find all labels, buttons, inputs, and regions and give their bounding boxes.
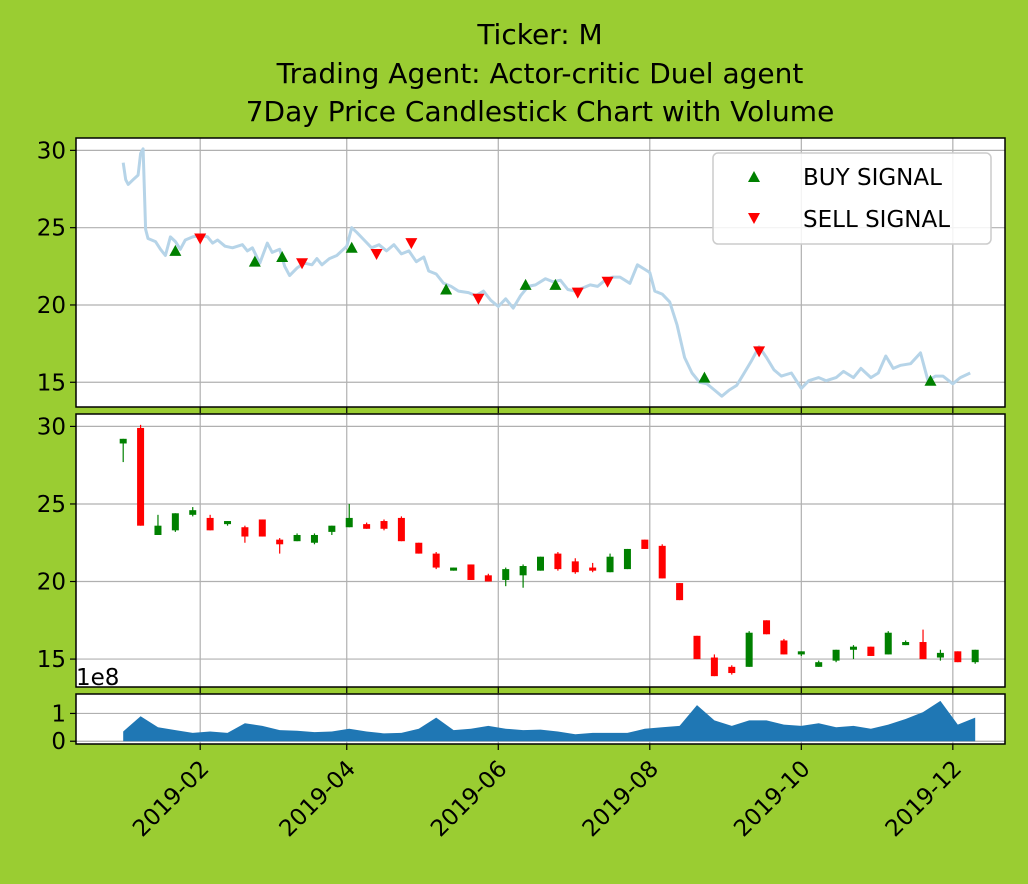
candle-body (641, 539, 649, 549)
candle-body (623, 548, 631, 570)
sell-signal-marker (571, 287, 584, 299)
candle-body (502, 569, 510, 580)
sell-signal-marker (296, 258, 309, 270)
candle-body (797, 651, 805, 655)
candle-body (206, 517, 214, 531)
axes-background (76, 414, 1005, 687)
legend-sell-label: SELL SIGNAL (803, 207, 950, 233)
candle-body (363, 524, 371, 529)
candle-body (241, 527, 249, 537)
buy-signal-marker (924, 374, 937, 386)
y-tick-label: 15 (37, 370, 66, 396)
y-tick-label: 15 (37, 647, 66, 673)
candle-body (537, 556, 544, 571)
candle-body (954, 651, 962, 663)
legend-buy-label: BUY SIGNAL (803, 165, 942, 191)
buy-signal-marker (169, 244, 182, 256)
candle-body (258, 519, 266, 537)
volume-offset-label: 1e8 (76, 665, 119, 691)
candle-body (380, 521, 388, 529)
candle-body (119, 438, 127, 444)
candle-body (293, 534, 301, 542)
y-tick-label: 20 (37, 293, 66, 319)
candle-body (171, 513, 179, 531)
candle-body (345, 517, 353, 528)
buy-signal-marker (345, 241, 358, 253)
candle-body (519, 566, 527, 576)
candle-body (832, 649, 840, 661)
legend-buy-marker (748, 171, 760, 182)
buy-signal-marker (519, 278, 532, 290)
candle-body (554, 553, 562, 570)
candle-body (728, 666, 736, 674)
candle-body (902, 642, 910, 646)
volume-panel: 01 (51, 693, 1006, 755)
candle-body (763, 620, 771, 635)
candle-body (780, 640, 788, 655)
candle-body (589, 567, 597, 571)
sell-signal-marker (753, 346, 766, 358)
candle-body (815, 662, 823, 667)
buy-signal-marker (248, 255, 261, 267)
candle-body (154, 525, 162, 535)
sell-signal-marker (601, 276, 614, 288)
buy-signal-marker (276, 251, 289, 263)
candle-body (432, 553, 440, 568)
candle-body (971, 649, 979, 663)
candle-body (224, 521, 232, 525)
y-tick-label: 1 (51, 701, 66, 727)
candle-body (658, 545, 666, 579)
candle-body (484, 575, 492, 582)
candle-body (676, 583, 684, 601)
candle-body (467, 564, 475, 580)
buy-signal-marker (698, 371, 711, 383)
legend-box (712, 152, 992, 245)
candle-body (310, 534, 318, 543)
axes-frame (75, 137, 1006, 408)
y-tick-label: 25 (37, 216, 66, 242)
chart-title-ticker: Ticker: M (476, 18, 602, 51)
candle-body (571, 561, 579, 573)
chart-title-description: 7Day Price Candlestick Chart with Volume (246, 95, 835, 128)
candle-body (745, 632, 753, 667)
candle-body (919, 642, 927, 660)
candle-body (693, 635, 701, 660)
y-tick-label: 0 (51, 729, 66, 755)
candle-body (189, 510, 197, 515)
candle-body (397, 517, 405, 542)
y-tick-label: 20 (37, 570, 66, 596)
sell-signal-marker (472, 293, 485, 305)
axes-frame (75, 693, 1006, 745)
legend-sell-marker (748, 213, 760, 224)
price-line (121, 147, 971, 398)
buy-signal-marker (440, 283, 453, 295)
y-tick-label: 30 (37, 138, 66, 164)
sell-signal-marker (405, 238, 418, 250)
legend: BUY SIGNAL SELL SIGNAL (712, 152, 992, 245)
buy-signal-marker (549, 278, 562, 290)
candle-body (849, 646, 857, 650)
candle-body (328, 525, 336, 532)
y-tick-label: 30 (37, 414, 66, 440)
candle-body (710, 657, 718, 677)
volume-area (123, 700, 976, 742)
candle-body (137, 427, 145, 526)
chart-title-agent: Trading Agent: Actor-critic Duel agent (276, 57, 804, 90)
candle-body (884, 632, 892, 655)
candle-body (867, 646, 875, 656)
candle-body (276, 539, 284, 545)
sell-signal-marker (370, 248, 383, 260)
candlestick-panel: 15 20 25 30 (37, 413, 1006, 693)
candle-body (606, 556, 614, 573)
candle-body (450, 567, 458, 571)
y-tick-label: 25 (37, 492, 66, 518)
sell-signal-marker (194, 233, 207, 245)
candle-body (936, 652, 944, 658)
axes-frame (75, 413, 1006, 688)
candle-body (415, 542, 423, 554)
